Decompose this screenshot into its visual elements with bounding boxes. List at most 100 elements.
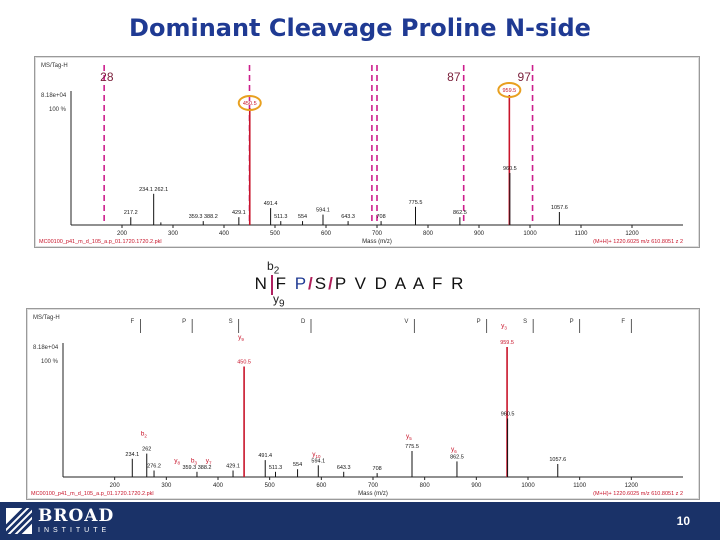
x-tick-label: 400 <box>219 231 230 237</box>
broad-logo-icon <box>6 508 32 534</box>
file-name: MC00100_p41_m_d_105_a.p_01.1720.1720.2.p… <box>39 239 162 245</box>
file-name: MC00100_p41_m_d_105_a.p_01.1720.1720.2.p… <box>31 491 154 497</box>
x-tick-label: 300 <box>168 231 179 237</box>
peak-label: 511.3 <box>269 465 282 471</box>
residue-letter: F <box>131 319 135 325</box>
mass-difference-label: 97 <box>518 70 532 84</box>
mass-difference-label: 28 <box>100 70 114 84</box>
peak-label: 359.3 388.2 <box>189 214 218 220</box>
ion-label: y10 <box>312 451 321 459</box>
y9-ion-label: y9 <box>273 292 285 310</box>
slide-title: Dominant Cleavage Proline N-side <box>129 14 591 42</box>
x-tick-label: 800 <box>420 483 431 489</box>
spectrum-header: MS/Tag-H <box>33 315 60 321</box>
peak-label: 708 <box>376 214 385 220</box>
x-tick-label: 600 <box>316 483 327 489</box>
ion-label: y6 <box>451 446 457 454</box>
peak-label: 234.1 262.1 <box>139 187 168 193</box>
peptide-sequence: N F P/S/P V D A A F R <box>254 274 466 293</box>
peak-label: 429.1 <box>232 210 246 216</box>
ion-label: y9 <box>238 334 244 342</box>
residue-letter: P <box>477 319 481 325</box>
peak-label: 960.5 <box>503 166 517 172</box>
x-tick-label: 1200 <box>625 231 639 237</box>
b2-ion-label: b2 <box>267 259 280 277</box>
top-spectrum-panel: MS/Tag-H 8.18e+04 100 % 200 300 400 500 600 700 8… <box>34 56 700 248</box>
peak-label: 643.3 <box>337 465 351 471</box>
peak-label: 429.1 <box>226 464 240 470</box>
peak-label: 959.5 <box>500 340 514 346</box>
precursor-info: (M+H)+ 1220.6025 m/z 610.8051 z 2 <box>593 239 683 245</box>
ion-label: y5 <box>406 433 412 441</box>
highlight-circle <box>497 82 522 98</box>
x-tick-label: 200 <box>117 231 128 237</box>
ion-label: b2 <box>141 430 148 438</box>
ion-label: y7 <box>206 458 212 466</box>
peak-label: 708 <box>373 466 382 472</box>
x-tick-label: 200 <box>110 483 121 489</box>
peak-label: 359.3 388.2 <box>182 465 211 471</box>
peak-label: 775.5 <box>409 200 423 206</box>
residue-letter: D <box>301 319 306 325</box>
x-tick-label: 300 <box>161 483 172 489</box>
x-tick-label: 500 <box>270 231 281 237</box>
peak-label: 960.5 <box>501 412 515 418</box>
peak-label: 554 <box>293 462 302 468</box>
intensity-percent: 100 % <box>49 107 67 113</box>
residue-letter: F <box>621 319 625 325</box>
intensity-percent: 100 % <box>41 359 59 365</box>
peak-label: 594.1 <box>316 208 330 214</box>
spectrum-header: MS/Tag-H <box>41 63 68 69</box>
x-tick-label: 900 <box>471 483 482 489</box>
mass-difference-label: 87 <box>447 70 461 84</box>
x-axis-label: Mass (m/z) <box>358 491 388 497</box>
x-tick-label: 600 <box>321 231 332 237</box>
peak-label: 491.4 <box>258 453 272 459</box>
footer-bar <box>0 502 720 540</box>
residue-letter: S <box>229 319 233 325</box>
ion-label: b3 <box>191 458 198 466</box>
top-spectrum-chart: MS/Tag-H 8.18e+04 100 % 200 300 400 500 600 700 8… <box>39 63 683 245</box>
broad-logo: BROAD INSTITUTE <box>6 506 114 536</box>
peak-label: 862.5 <box>450 454 464 460</box>
x-tick-label: 400 <box>213 483 224 489</box>
x-tick-label: 1100 <box>575 231 589 237</box>
residue-letter: S <box>523 319 527 325</box>
x-tick-label: 700 <box>372 231 383 237</box>
peak-label: 1057.6 <box>551 205 568 211</box>
peak-label: 217.2 <box>124 210 138 216</box>
x-tick-label: 1000 <box>523 231 537 237</box>
peak-label: 491.4 <box>264 201 278 207</box>
peak-label: 1057.6 <box>549 457 566 463</box>
peak-label: 862.5 <box>453 210 467 216</box>
cleavage-marker <box>271 275 273 295</box>
x-axis-label: Mass (m/z) <box>362 239 392 245</box>
x-tick-label: 1100 <box>573 483 587 489</box>
peak-label: 450.5 <box>243 101 257 107</box>
x-tick-label: 700 <box>368 483 379 489</box>
peak-label: 234.1 <box>125 452 139 458</box>
peak-label: 554 <box>298 214 307 220</box>
x-tick-label: 800 <box>423 231 434 237</box>
bottom-spectrum-panel: MS/Tag-H 8.18e+04 100 % 200 300 400 500 600 700 8… <box>26 308 700 500</box>
x-tick-label: 1000 <box>521 483 535 489</box>
x-tick-label: 1200 <box>625 483 639 489</box>
residue-letter: P <box>182 319 186 325</box>
ion-label: y8 <box>174 458 180 466</box>
bottom-spectrum-chart: MS/Tag-H 8.18e+04 100 % 200 300 400 500 600 700 8… <box>31 315 683 497</box>
peak-label: 276.2 <box>147 464 161 470</box>
peak-label: 959.5 <box>502 88 516 94</box>
peak-label: 643.3 <box>341 214 355 220</box>
peak-label: 594.1 <box>311 458 325 464</box>
page-number: 10 <box>676 514 690 528</box>
peak-label: 511.3 <box>274 214 287 220</box>
peak-label: 450.5 <box>237 360 251 366</box>
x-tick-label: 500 <box>265 483 276 489</box>
peak-label: 775.5 <box>405 444 419 450</box>
x-tick-label: 900 <box>474 231 485 237</box>
ion-label: y3 <box>501 323 507 331</box>
intensity-label: 8.18e+04 <box>33 345 59 351</box>
peak-label: 262 <box>142 447 151 453</box>
precursor-info: (M+H)+ 1220.6025 m/z 610.8051 z 2 <box>593 491 683 497</box>
residue-letter: V <box>404 319 408 325</box>
